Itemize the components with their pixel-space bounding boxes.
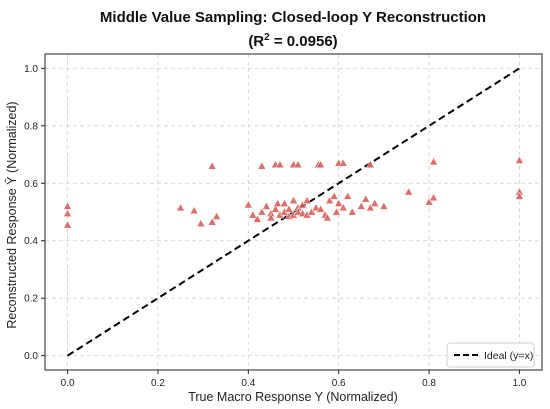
scatter-point: [261, 201, 271, 210]
scatter-point: [63, 220, 73, 229]
scatter-point: [298, 200, 307, 209]
scatter-point: [189, 206, 199, 215]
scatter-point: [293, 160, 303, 169]
scatter-point: [338, 203, 348, 212]
scatter-point: [302, 195, 312, 204]
x-tick-label: 0.8: [422, 378, 436, 389]
chart-title: Middle Value Sampling: Closed-loop Y Rec…: [100, 9, 486, 26]
legend-ideal-label: Ideal (y=x): [484, 350, 533, 362]
scatter-point: [424, 197, 434, 206]
scatter-point: [280, 198, 289, 207]
x-tick-label: 0.6: [332, 378, 346, 389]
y-tick-label: 0.8: [24, 121, 38, 132]
subtitle-superscript: 2: [264, 32, 270, 43]
subtitle-prefix: (R: [248, 33, 264, 50]
x-tick-label: 1.0: [512, 378, 526, 389]
scatter-point: [356, 201, 366, 210]
data-points: [63, 155, 524, 229]
scatter-point: [361, 194, 371, 203]
scatter-point: [404, 187, 414, 196]
y-tick-label: 0.4: [24, 236, 38, 247]
scatter-point: [207, 217, 217, 226]
x-tick-label: 0.4: [241, 378, 255, 389]
scatter-point: [338, 158, 348, 167]
scatter-point: [207, 161, 217, 170]
x-tick-label: 0.2: [151, 378, 165, 389]
scatter-point: [293, 207, 303, 216]
scatter-point: [212, 211, 222, 220]
scatter-point: [365, 203, 375, 212]
legend-box: [446, 342, 535, 368]
scatter-point: [514, 155, 524, 164]
scatter-point: [252, 214, 262, 223]
chart-subtitle: (R2 = 0.0956): [248, 32, 337, 50]
scatter-point: [379, 201, 389, 210]
scatter-point: [271, 204, 280, 213]
legend: Ideal (y=x): [446, 342, 535, 368]
scatter-point: [243, 200, 253, 209]
scatter-point: [63, 208, 73, 217]
scatter-point: [334, 198, 344, 207]
x-tick-label: 0.0: [61, 378, 75, 389]
scatter-point: [257, 207, 267, 216]
subtitle-suffix: = 0.0956): [270, 33, 338, 50]
scatter-point: [266, 213, 276, 222]
scatter-point: [248, 210, 258, 219]
scatter-point: [273, 198, 283, 207]
plot-frame: [44, 53, 543, 371]
scatter-point: [298, 208, 307, 217]
scatter-point: [322, 213, 332, 222]
scatter-point: [429, 193, 438, 202]
scatter-point: [196, 218, 206, 227]
scatter-point: [370, 198, 380, 207]
x-ticks: 0.0 0.2 0.4 0.6 0.8 1.0: [61, 370, 527, 389]
scatter-point: [311, 203, 321, 212]
scatter-point: [329, 191, 339, 200]
scatter-point: [347, 207, 357, 216]
y-tick-label: 0.6: [24, 179, 38, 190]
scatter-point: [176, 203, 185, 212]
scatter-point: [275, 160, 285, 169]
y-tick-label: 1.0: [24, 64, 38, 75]
scatter-point: [316, 204, 326, 213]
scatter-point: [316, 160, 326, 169]
y-tick-label: 0.2: [24, 294, 38, 305]
scatter-point: [343, 191, 353, 200]
scatter-point: [63, 201, 73, 210]
scatter-point: [307, 207, 316, 216]
scatter-point: [429, 157, 438, 166]
scatter-point: [325, 195, 335, 204]
y-tick-label: 0.0: [24, 351, 38, 362]
scatter-point: [257, 161, 267, 170]
x-axis-label: True Macro Response Y (Normalized): [188, 390, 398, 404]
y-axis-label: Reconstructed Response Ŷ (Normalized): [4, 101, 19, 328]
grid-lines: [45, 54, 542, 370]
y-ticks: 0.0 0.2 0.4 0.6 0.8 1.0: [24, 64, 45, 362]
scatter-point: [365, 160, 375, 169]
scatter-point: [331, 207, 341, 216]
scatter-point: [289, 195, 298, 204]
scatter-point: [514, 191, 524, 200]
